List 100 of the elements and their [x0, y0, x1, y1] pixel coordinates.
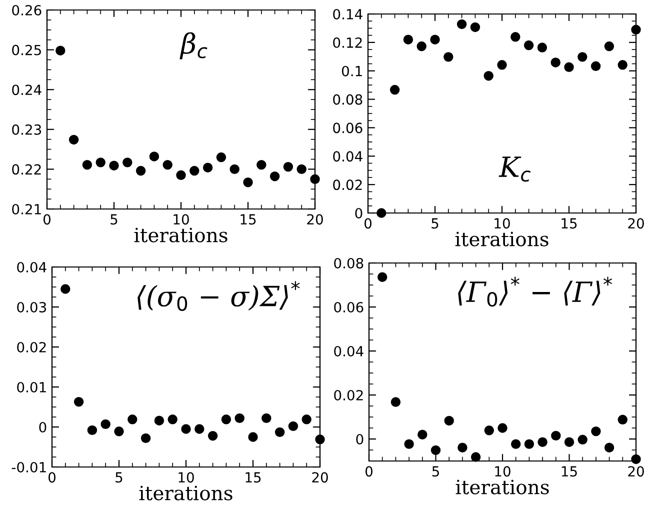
point: [418, 430, 428, 440]
point: [404, 439, 414, 449]
y-tick-label: 0.03: [17, 302, 46, 312]
point: [128, 414, 138, 424]
text: ⟨(σ$_{0}$ − σ)Σ⟩$^{*}$: [138, 281, 300, 311]
y-tick-label: 0.02: [333, 180, 362, 190]
x-tick-label: 15: [246, 472, 261, 483]
point: [310, 174, 320, 184]
point: [96, 158, 106, 168]
x-tick-label: 20: [628, 218, 644, 229]
point: [444, 416, 454, 426]
x-tick-label: 20: [312, 472, 328, 483]
point: [550, 58, 560, 68]
y-tick-label: 0.08: [333, 94, 362, 105]
y-tick-label: 0.08: [334, 258, 364, 268]
text: β$_{c}$: [180, 32, 208, 60]
point: [510, 32, 520, 42]
x-axis-title: iterations: [139, 486, 232, 500]
y-tick-label: 0.01: [17, 382, 46, 392]
y-tick-label: 0: [39, 422, 46, 432]
point: [296, 164, 306, 174]
y-tick-label: -0.01: [12, 462, 46, 472]
point: [262, 413, 272, 424]
text: K$_{c}$: [498, 156, 531, 182]
point: [56, 46, 66, 56]
y-tick-label: 0.14: [333, 8, 362, 20]
point: [221, 414, 232, 424]
point: [377, 272, 388, 282]
point: [168, 414, 178, 424]
point: [618, 414, 628, 424]
point: [181, 424, 191, 434]
x-tick-label: 10: [495, 466, 510, 477]
point: [631, 24, 641, 34]
point: [176, 170, 186, 180]
point: [564, 62, 574, 72]
point: [109, 160, 119, 170]
point: [122, 158, 132, 168]
point: [149, 152, 160, 162]
y-tick-label: 0.06: [334, 302, 364, 312]
point: [510, 439, 521, 449]
y-tick-label: 0.23: [12, 124, 42, 135]
y-tick-label: 0.26: [12, 4, 42, 16]
y-tick-label: 0.21: [12, 204, 41, 214]
point: [430, 34, 440, 44]
y-tick-label: 0.04: [17, 262, 46, 272]
point: [136, 166, 146, 176]
point: [484, 70, 494, 81]
point: [248, 432, 258, 442]
x-tick-label: 10: [494, 218, 510, 229]
point: [202, 162, 213, 172]
point: [578, 434, 588, 445]
y-tick-label: 0.12: [333, 37, 362, 48]
y-tick-label: 0.25: [12, 44, 41, 56]
point: [162, 160, 172, 170]
point: [416, 41, 426, 52]
point: [154, 416, 164, 426]
point: [114, 426, 124, 436]
point: [444, 52, 454, 62]
point: [591, 426, 601, 436]
x-tick-label: 0: [48, 472, 56, 483]
point: [68, 134, 79, 145]
x-axis-title: iterations: [456, 480, 549, 494]
text: ⟨Γ$_{0}$⟩$^{*}$ − ⟨Γ⟩$^{*}$: [458, 276, 612, 307]
point: [315, 434, 325, 444]
point: [538, 437, 548, 447]
x-tick-label: 5: [110, 214, 118, 225]
point: [524, 439, 534, 449]
x-tick-label: 5: [432, 466, 439, 477]
y-tick-label: 0.02: [334, 390, 363, 400]
point: [256, 160, 266, 170]
point: [60, 284, 70, 294]
point: [564, 437, 574, 447]
y-tick-label: 0: [356, 434, 364, 444]
point: [551, 430, 561, 441]
point: [497, 60, 507, 70]
point: [458, 442, 468, 452]
x-tick-label: 5: [432, 218, 438, 229]
point: [618, 60, 628, 70]
y-tick-label: 0.22: [12, 164, 41, 175]
y-tick-label: 0.1: [342, 66, 362, 76]
point: [140, 433, 151, 444]
point: [208, 430, 218, 441]
point: [230, 164, 240, 174]
point: [578, 52, 588, 62]
point: [87, 425, 98, 436]
point: [456, 19, 467, 30]
x-axis-title: iterations: [134, 228, 228, 242]
point: [604, 41, 614, 52]
point: [194, 424, 204, 434]
x-tick-label: 15: [562, 218, 577, 229]
point: [82, 160, 92, 170]
point: [390, 397, 401, 407]
x-tick-label: 15: [562, 466, 577, 477]
x-tick-label: 5: [116, 472, 122, 483]
y-tick-label: 0.04: [333, 151, 362, 162]
point: [74, 396, 84, 407]
x-tick-label: 20: [307, 214, 323, 225]
point: [234, 413, 244, 424]
point: [470, 22, 480, 32]
point: [302, 414, 312, 424]
